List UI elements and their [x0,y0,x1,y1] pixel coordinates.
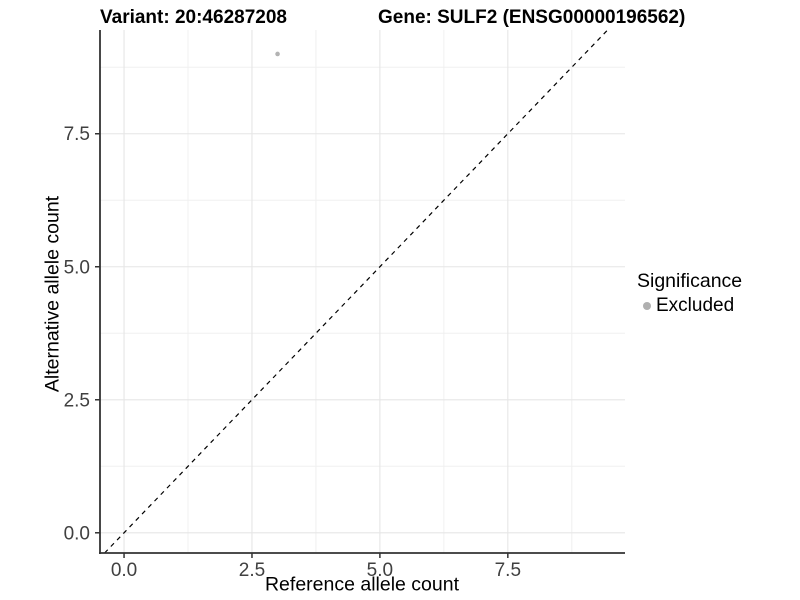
identity-reference-line [104,29,609,554]
y-tick-label: 0.0 [64,523,90,544]
y-axis-label: Alternative allele count [41,195,64,393]
legend-key-dot-icon [643,302,651,311]
x-tick-label: 5.0 [367,560,393,581]
plot-title-gene: Gene: SULF2 (ENSG00000196562) [378,7,686,28]
legend-item-label: Excluded [656,295,735,317]
x-axis-label: Reference allele count [264,573,460,596]
x-tick-label: 0.0 [111,560,137,581]
plot-title-variant: Variant: 20:46287208 [100,7,287,28]
x-tick-label: 7.5 [495,560,521,581]
y-tick-label: 7.5 [64,124,90,145]
y-tick-label: 2.5 [64,390,90,411]
legend-title: Significance [637,270,743,292]
data-point [275,51,280,57]
y-tick-label: 5.0 [64,257,90,278]
legend: Significance Excluded [637,270,742,317]
x-tick-label: 2.5 [239,560,265,581]
legend-item-excluded: Excluded [637,295,742,317]
